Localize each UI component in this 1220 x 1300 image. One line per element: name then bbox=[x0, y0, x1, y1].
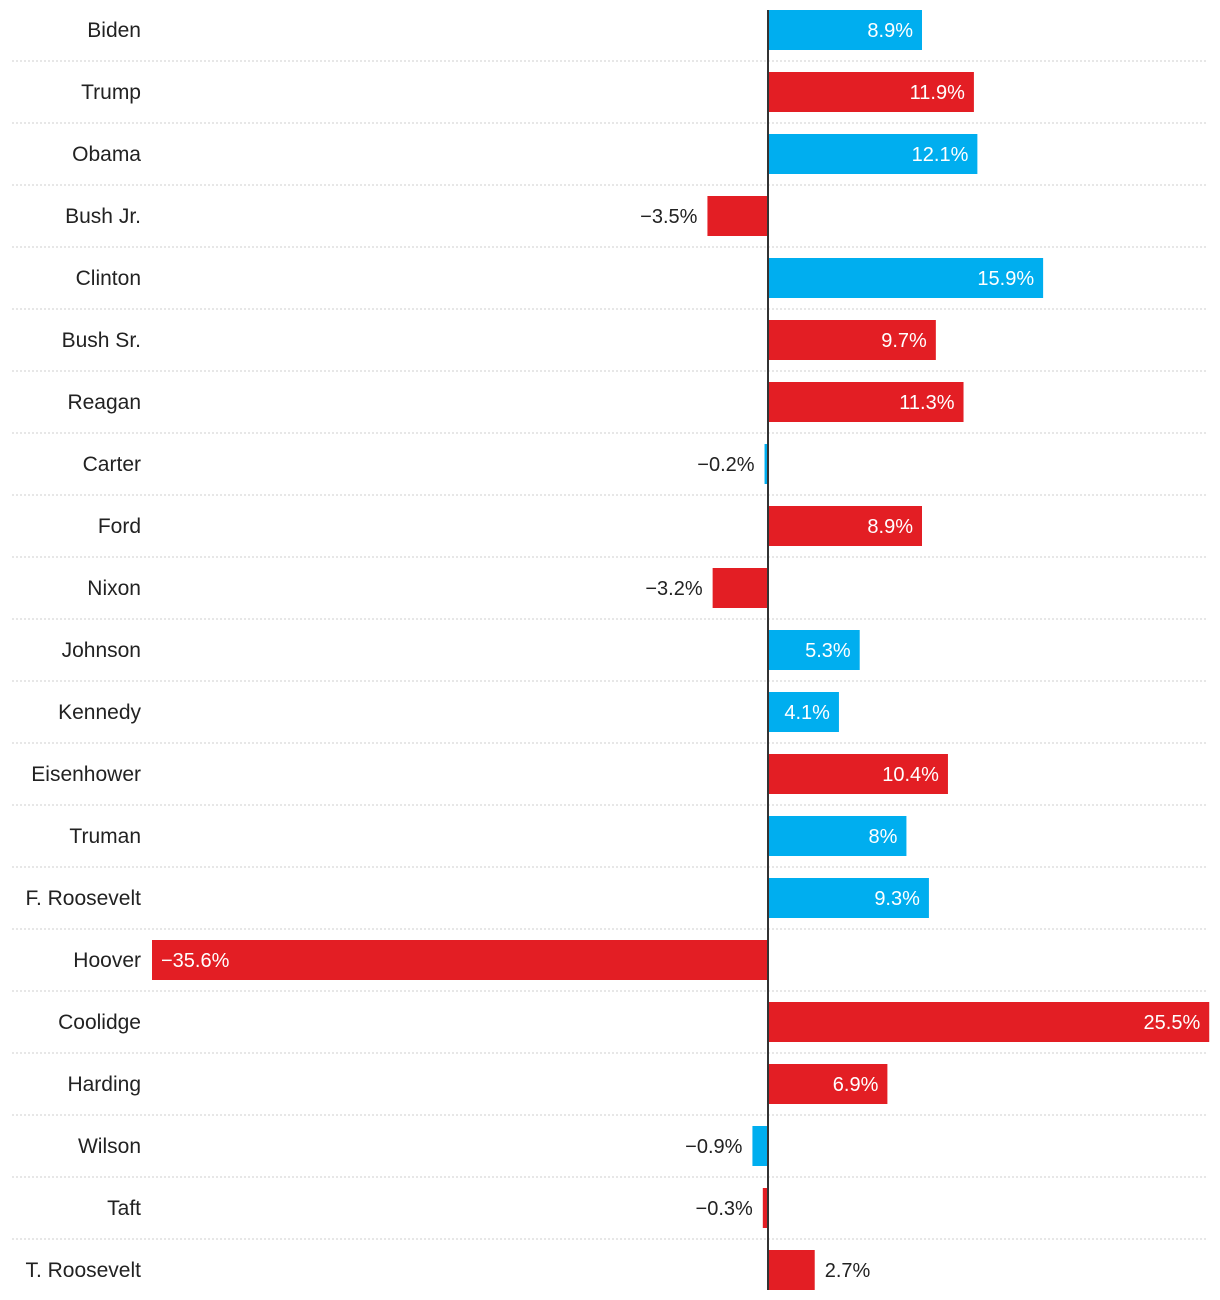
bar-ford bbox=[768, 506, 922, 546]
bar-harding bbox=[768, 1064, 888, 1104]
category-label: Biden bbox=[87, 19, 141, 42]
bar-wilson bbox=[752, 1126, 768, 1166]
data-label: −3.5% bbox=[640, 206, 697, 228]
row-dividers bbox=[12, 60, 1208, 1240]
data-label: 8.9% bbox=[867, 516, 913, 538]
data-label: 10.4% bbox=[882, 764, 939, 786]
bar-kennedy bbox=[768, 692, 839, 732]
category-label: Wilson bbox=[78, 1135, 141, 1158]
bar-carter bbox=[764, 444, 768, 484]
bar-bush-sr bbox=[768, 320, 936, 360]
category-label: T. Roosevelt bbox=[25, 1259, 141, 1282]
category-label: Obama bbox=[72, 143, 141, 166]
category-label: Reagan bbox=[67, 391, 141, 414]
data-label: 6.9% bbox=[833, 1074, 879, 1096]
bar-biden bbox=[768, 10, 922, 50]
data-label: 8.9% bbox=[867, 20, 913, 42]
bar-taft bbox=[762, 1188, 768, 1228]
category-label: Harding bbox=[67, 1073, 141, 1096]
data-label: −35.6% bbox=[161, 950, 230, 972]
data-label: 9.7% bbox=[881, 330, 927, 352]
category-label: Truman bbox=[69, 825, 141, 848]
data-label: 11.3% bbox=[899, 392, 954, 414]
data-label: 5.3% bbox=[805, 640, 851, 662]
category-label: Bush Sr. bbox=[62, 329, 141, 352]
category-label: Clinton bbox=[76, 267, 141, 290]
category-label: Eisenhower bbox=[31, 763, 141, 786]
category-label: F. Roosevelt bbox=[25, 887, 141, 910]
category-label: Kennedy bbox=[58, 701, 141, 724]
data-label: −3.2% bbox=[645, 578, 702, 600]
category-label: Trump bbox=[81, 81, 141, 104]
bar-reagan bbox=[768, 382, 964, 422]
data-label: 4.1% bbox=[784, 702, 830, 724]
category-label: Coolidge bbox=[58, 1011, 141, 1034]
bar-f-roosevelt bbox=[768, 878, 929, 918]
category-label: Bush Jr. bbox=[65, 205, 141, 228]
data-label: 12.1% bbox=[912, 144, 969, 166]
data-label: 25.5% bbox=[1144, 1012, 1201, 1034]
data-label: 11.9% bbox=[910, 82, 965, 104]
category-label: Hoover bbox=[73, 949, 141, 972]
category-label: Ford bbox=[98, 515, 141, 538]
category-label: Taft bbox=[107, 1197, 141, 1220]
bar-johnson bbox=[768, 630, 860, 670]
data-label: 9.3% bbox=[874, 888, 920, 910]
bar-obama bbox=[768, 134, 978, 174]
bar-coolidge bbox=[768, 1002, 1210, 1042]
data-label: 2.7% bbox=[825, 1260, 871, 1282]
data-label: 8% bbox=[869, 826, 898, 848]
value-labels: 8.9% 11.9% 12.1% −3.5% 15.9% 9.7% 11.3% −0.2% 8.… bbox=[161, 20, 1200, 1282]
category-labels: Biden Trump Obama Bush Jr. Clinton Bush Sr. Re… bbox=[25, 19, 141, 1282]
bar-truman bbox=[768, 816, 907, 856]
bar-clinton bbox=[768, 258, 1044, 298]
data-label: −0.2% bbox=[697, 454, 754, 476]
bar-eisenhower bbox=[768, 754, 948, 794]
category-label: Johnson bbox=[62, 639, 141, 662]
bar-hoover bbox=[152, 940, 768, 980]
bar-bush-jr bbox=[707, 196, 768, 236]
category-label: Carter bbox=[83, 453, 141, 476]
data-label: −0.9% bbox=[685, 1136, 742, 1158]
data-label: 15.9% bbox=[977, 268, 1034, 290]
bar-trump bbox=[768, 72, 974, 112]
bar-t-roosevelt bbox=[768, 1250, 815, 1290]
bar-nixon bbox=[712, 568, 768, 608]
data-label: −0.3% bbox=[696, 1198, 753, 1220]
bars bbox=[152, 10, 1210, 1290]
category-label: Nixon bbox=[87, 577, 141, 600]
